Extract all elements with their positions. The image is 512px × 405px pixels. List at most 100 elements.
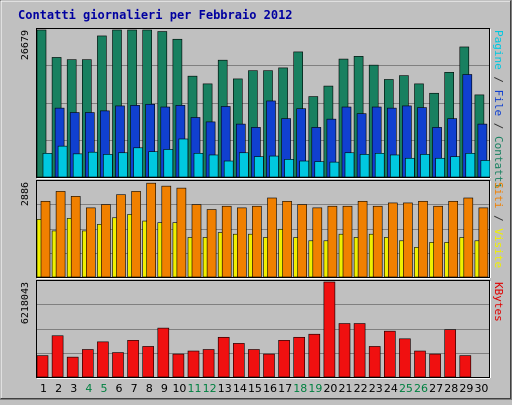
legend-entry: / xyxy=(492,209,505,229)
bar-pagine-28 xyxy=(450,156,461,178)
bar-pagine-18 xyxy=(299,160,310,178)
bar-siti-23 xyxy=(372,205,383,278)
bar-pagine-9 xyxy=(163,149,174,178)
bar-kbytes-7 xyxy=(127,340,139,378)
panel-frame-middle xyxy=(36,180,490,278)
bar-kbytes-20 xyxy=(323,281,336,378)
chart-title: Contatti giornalieri per Febbraio 2012 xyxy=(18,8,293,22)
bar-siti-13 xyxy=(221,205,232,278)
x-tick-label-7: 7 xyxy=(131,382,138,395)
bar-pagine-10 xyxy=(178,138,189,178)
bar-pagine-24 xyxy=(389,154,400,178)
bar-kbytes-15 xyxy=(248,349,260,378)
bar-kbytes-17 xyxy=(278,340,290,378)
bar-pagine-1 xyxy=(42,153,53,178)
bar-kbytes-23 xyxy=(368,346,381,378)
x-tick-label-25: 25 xyxy=(399,382,413,395)
legend-bottom: KBytes xyxy=(492,282,505,322)
bar-pagine-19 xyxy=(314,161,325,178)
bar-pagine-4 xyxy=(88,151,98,178)
bar-pagine-7 xyxy=(133,147,143,178)
legend-top: Pagine / File / Contatti xyxy=(492,30,505,189)
bar-pagine-17 xyxy=(284,159,294,178)
x-tick-label-23: 23 xyxy=(369,382,383,395)
x-tick-label-1: 1 xyxy=(40,382,47,395)
bar-pagine-16 xyxy=(269,155,279,178)
bar-pagine-26 xyxy=(420,154,430,178)
x-tick-label-2: 2 xyxy=(55,382,62,395)
legend-entry: Siti xyxy=(492,182,505,209)
bar-pagine-3 xyxy=(72,153,83,178)
x-tick-label-19: 19 xyxy=(308,382,322,395)
bar-siti-3 xyxy=(70,196,81,278)
bar-siti-4 xyxy=(86,207,96,278)
bar-kbytes-19 xyxy=(308,333,321,378)
bar-kbytes-18 xyxy=(293,336,306,378)
x-tick-label-30: 30 xyxy=(474,382,488,395)
bar-kbytes-22 xyxy=(353,323,366,378)
bar-siti-1 xyxy=(40,200,51,278)
x-tick-label-15: 15 xyxy=(248,382,262,395)
bar-kbytes-29 xyxy=(459,355,472,378)
bar-kbytes-4 xyxy=(82,349,94,378)
bar-siti-7 xyxy=(131,191,141,278)
bar-kbytes-11 xyxy=(187,350,200,378)
bar-siti-8 xyxy=(146,182,156,278)
legend-entry: / xyxy=(492,116,505,136)
bar-pagine-6 xyxy=(118,152,128,178)
bar-siti-14 xyxy=(237,207,247,278)
bar-siti-26 xyxy=(418,200,428,278)
x-tick-label-11: 11 xyxy=(188,382,202,395)
bar-siti-6 xyxy=(116,194,126,278)
bar-pagine-14 xyxy=(239,152,249,178)
bar-siti-9 xyxy=(161,185,172,278)
bar-pagine-8 xyxy=(148,151,158,178)
bar-kbytes-25 xyxy=(399,338,411,378)
bar-pagine-30 xyxy=(480,160,491,178)
bar-kbytes-8 xyxy=(142,346,154,378)
bar-siti-30 xyxy=(478,207,489,278)
legend-entry: Visite xyxy=(492,228,505,268)
bar-kbytes-3 xyxy=(66,356,79,378)
bar-pagine-2 xyxy=(57,145,68,178)
bar-kbytes-26 xyxy=(414,350,426,378)
bar-pagine-29 xyxy=(465,153,476,178)
x-tick-label-6: 6 xyxy=(116,382,123,395)
bar-siti-21 xyxy=(342,205,353,278)
x-tick-label-21: 21 xyxy=(339,382,353,395)
x-tick-label-12: 12 xyxy=(203,382,217,395)
legend-entry: Pagine xyxy=(492,30,505,70)
bar-kbytes-5 xyxy=(97,341,109,378)
x-tick-label-16: 16 xyxy=(263,382,277,395)
bar-kbytes-28 xyxy=(444,329,457,378)
bar-siti-25 xyxy=(403,202,413,278)
x-tick-label-10: 10 xyxy=(172,382,186,395)
bar-siti-17 xyxy=(282,200,292,278)
bar-siti-28 xyxy=(448,200,459,278)
bar-siti-29 xyxy=(463,197,474,278)
bar-kbytes-9 xyxy=(157,327,170,378)
x-tick-label-9: 9 xyxy=(161,382,168,395)
x-tick-label-24: 24 xyxy=(384,382,398,395)
bar-kbytes-24 xyxy=(383,330,396,378)
bar-pagine-22 xyxy=(359,154,370,178)
x-tick-label-4: 4 xyxy=(85,382,92,395)
bar-kbytes-13 xyxy=(217,336,230,378)
bar-pagine-11 xyxy=(193,153,204,178)
bar-siti-2 xyxy=(55,191,66,278)
bar-kbytes-6 xyxy=(112,352,124,378)
x-tick-label-20: 20 xyxy=(323,382,337,395)
x-tick-label-3: 3 xyxy=(70,382,77,395)
x-tick-label-5: 5 xyxy=(100,382,107,395)
bar-kbytes-2 xyxy=(51,335,64,378)
bar-pagine-12 xyxy=(208,154,219,178)
bar-siti-19 xyxy=(312,207,323,278)
panel-frame-bottom xyxy=(36,280,490,378)
bar-siti-18 xyxy=(297,204,308,278)
bar-siti-5 xyxy=(101,204,111,278)
x-tick-label-18: 18 xyxy=(293,382,307,395)
bar-siti-15 xyxy=(252,205,262,278)
legend-entry: / xyxy=(492,70,505,90)
x-tick-label-8: 8 xyxy=(146,382,153,395)
